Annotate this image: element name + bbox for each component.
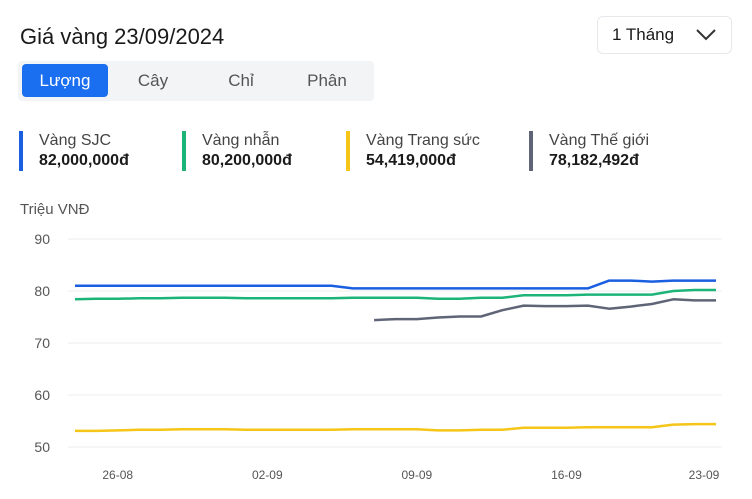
x-tick-label: 16-09	[551, 468, 582, 482]
legend-value: 82,000,000đ	[39, 152, 129, 169]
legend-sjc: Vàng SJC 82,000,000đ	[19, 131, 129, 171]
legend-name: Vàng nhẫn	[202, 132, 280, 149]
legend-color-bar	[529, 131, 533, 171]
legend-the-gioi: Vàng Thế giới 78,182,492đ	[529, 131, 649, 171]
legend-value: 78,182,492đ	[549, 152, 639, 169]
y-axis-label: Triệu VNĐ	[20, 201, 90, 218]
legend-color-bar	[346, 131, 350, 171]
y-tick-label: 60	[34, 387, 50, 403]
series-line-3	[75, 422, 716, 433]
series-line-2	[74, 288, 716, 301]
chevron-down-icon	[696, 29, 716, 41]
tab-cay[interactable]: Cây	[137, 70, 169, 90]
legend-value: 54,419,000đ	[366, 152, 456, 169]
legend-value: 80,200,000đ	[202, 152, 292, 169]
x-tick-label: 02-09	[252, 468, 283, 482]
period-select[interactable]: 1 Tháng	[597, 16, 732, 54]
legend-color-bar	[19, 131, 23, 171]
x-tick-label: 23-09	[689, 468, 720, 482]
series-line-1	[75, 279, 716, 290]
x-tick-label: 09-09	[402, 468, 433, 482]
tab-chi[interactable]: Chỉ	[228, 70, 254, 90]
tab-luong[interactable]: Lượng	[22, 64, 108, 97]
legend-name: Vàng SJC	[39, 132, 112, 149]
legend-name: Vàng Thế giới	[549, 132, 650, 149]
y-tick-label: 80	[34, 283, 50, 299]
series-line-4	[374, 298, 716, 322]
legend-color-bar	[182, 131, 186, 171]
legend-trang-suc: Vàng Trang sức 54,419,000đ	[346, 131, 480, 171]
y-tick-label: 90	[34, 231, 50, 247]
period-value: 1 Tháng	[612, 25, 675, 44]
legend-nhan: Vàng nhẫn 80,200,000đ	[182, 131, 292, 171]
legend-name: Vàng Trang sức	[366, 132, 480, 149]
page-title: Giá vàng 23/09/2024	[20, 24, 225, 49]
x-tick-label: 26-08	[102, 468, 133, 482]
y-tick-label: 70	[34, 335, 50, 351]
y-tick-label: 50	[34, 439, 50, 455]
tab-phan[interactable]: Phân	[307, 70, 347, 90]
unit-tabs: Lượng Cây Chỉ Phân	[18, 61, 374, 101]
